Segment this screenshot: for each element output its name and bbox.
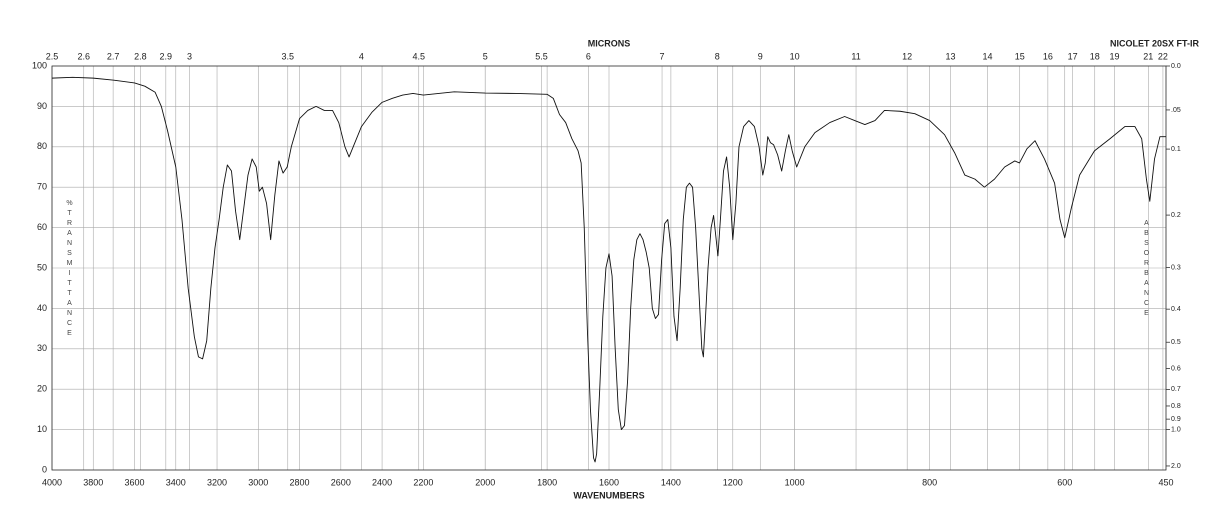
x-tick-label: 3800 — [83, 477, 103, 487]
spectrum-line — [51, 76, 1166, 463]
x2-tick-label: 11 — [851, 51, 860, 61]
y2-tick-label: 0.4 — [1171, 306, 1181, 313]
x-tick-label: 3000 — [248, 477, 268, 487]
x-tick-label: 1000 — [785, 477, 805, 487]
x-tick-label: 2000 — [475, 477, 495, 487]
y-tick-label: 30 — [37, 343, 47, 353]
instrument-label: NICOLET 20SX FT-IR — [1110, 38, 1200, 48]
y2-axis-label: ABSORBANCE — [1143, 220, 1150, 320]
x2-tick-label: 10 — [790, 51, 800, 61]
x2-tick-label: 5 — [483, 51, 488, 61]
x-tick-label: 2600 — [331, 477, 351, 487]
y-tick-label: 0 — [42, 464, 47, 474]
x2-tick-label: 15 — [1015, 51, 1025, 61]
x-axis-label: WAVENUMBERS — [573, 490, 644, 500]
y2-tick-label: 0.1 — [1171, 146, 1181, 153]
x-tick-label: 2800 — [290, 477, 310, 487]
x2-tick-label: 17 — [1068, 51, 1078, 61]
y-tick-label: 100 — [32, 60, 47, 70]
y2-tick-label: 0.5 — [1171, 339, 1181, 346]
x2-axis-label: MICRONS — [588, 38, 631, 48]
x2-tick-label: 2.7 — [107, 51, 120, 61]
y-tick-label: 60 — [37, 222, 47, 232]
y-tick-label: 80 — [37, 141, 47, 151]
y2-tick-label: 0.8 — [1171, 403, 1181, 410]
y2-tick-label: 0.0 — [1171, 63, 1181, 70]
y-axis-label: %TRANSMITTANCE — [66, 200, 73, 340]
x2-tick-label: 7 — [660, 51, 665, 61]
x-tick-label: 450 — [1158, 477, 1173, 487]
y2-tick-label: 0.6 — [1171, 365, 1181, 372]
x-tick-label: 4000 — [42, 477, 62, 487]
y-tick-label: 90 — [37, 101, 47, 111]
y-tick-label: 10 — [37, 424, 47, 434]
x-tick-label: 2200 — [413, 477, 433, 487]
x2-tick-label: 2.6 — [77, 51, 90, 61]
x2-tick-label: 6 — [586, 51, 591, 61]
x-tick-label: 2400 — [372, 477, 392, 487]
x2-tick-label: 4 — [359, 51, 364, 61]
x-tick-label: 3400 — [166, 477, 186, 487]
x-tick-label: 3200 — [207, 477, 227, 487]
x-tick-label: 800 — [922, 477, 937, 487]
x2-tick-label: 5.5 — [535, 51, 548, 61]
x2-tick-label: 14 — [983, 51, 993, 61]
y-tick-label: 40 — [37, 303, 47, 313]
x2-tick-label: 19 — [1109, 51, 1119, 61]
x2-tick-label: 9 — [758, 51, 763, 61]
y2-tick-label: 0.7 — [1171, 386, 1181, 393]
x2-tick-label: 18 — [1090, 51, 1100, 61]
x2-tick-label: 8 — [715, 51, 720, 61]
x2-tick-label: 2.5 — [46, 51, 59, 61]
x2-tick-label: 12 — [902, 51, 912, 61]
x-tick-label: 1400 — [661, 477, 681, 487]
y-tick-label: 70 — [37, 182, 47, 192]
y2-tick-label: 0.3 — [1171, 264, 1181, 271]
x2-tick-label: 21 — [1143, 51, 1153, 61]
x2-tick-label: 13 — [945, 51, 955, 61]
x-tick-label: 600 — [1057, 477, 1072, 487]
y-tick-label: 20 — [37, 384, 47, 394]
y2-tick-label: 0.9 — [1171, 416, 1181, 423]
y2-tick-label: 2.0 — [1171, 463, 1181, 470]
y2-tick-label: 1.0 — [1171, 426, 1181, 433]
x-tick-label: 3600 — [125, 477, 145, 487]
x2-tick-label: 2.8 — [134, 51, 147, 61]
plot-frame — [51, 65, 1167, 471]
x2-tick-label: 3.5 — [282, 51, 295, 61]
y2-tick-label: .05 — [1171, 107, 1181, 114]
x2-tick-label: 4.5 — [412, 51, 425, 61]
x-tick-label: 1600 — [599, 477, 619, 487]
x2-tick-label: 16 — [1043, 51, 1053, 61]
x-tick-label: 1200 — [723, 477, 743, 487]
x2-tick-label: 2.9 — [160, 51, 173, 61]
y-tick-label: 50 — [37, 262, 47, 272]
x2-tick-label: 22 — [1158, 51, 1168, 61]
x-tick-label: 1800 — [537, 477, 557, 487]
x2-tick-label: 3 — [187, 51, 192, 61]
y2-tick-label: 0.2 — [1171, 212, 1181, 219]
